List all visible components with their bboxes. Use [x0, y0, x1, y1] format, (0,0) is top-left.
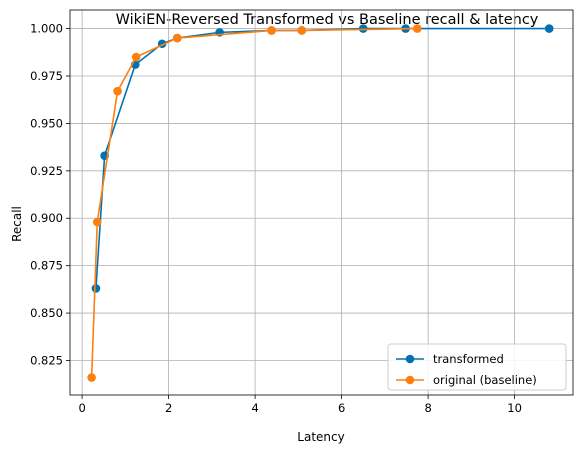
- x-tick-label: 10: [507, 401, 522, 415]
- data-point: [92, 217, 102, 227]
- x-tick-label: 0: [78, 401, 85, 415]
- data-point: [358, 24, 368, 33]
- y-tick-label: 0.950: [30, 116, 63, 130]
- x-tick-label: 6: [338, 401, 345, 415]
- legend-marker: [405, 354, 415, 364]
- x-tick-label: 4: [251, 401, 258, 415]
- y-tick-label: 0.850: [30, 306, 63, 320]
- plot-frame: [69, 9, 574, 396]
- y-tick-label: 0.975: [30, 69, 63, 83]
- series-line: [95, 27, 550, 289]
- y-tick-label: 1.000: [30, 22, 63, 36]
- series-transformed: [91, 24, 554, 293]
- legend-label: original (baseline): [433, 373, 537, 387]
- data-point: [544, 24, 554, 33]
- data-point: [172, 33, 182, 43]
- y-tick-label: 0.875: [30, 259, 63, 273]
- chart-title: WikiEN-Reversed Transformed vs Baseline …: [116, 12, 539, 28]
- x-tick-label: 2: [165, 401, 172, 415]
- y-axis-label: Recall: [10, 206, 24, 242]
- y-tick-label: 0.825: [30, 353, 63, 367]
- data-point: [91, 284, 101, 293]
- legend-marker: [405, 375, 415, 385]
- data-point: [412, 24, 422, 33]
- data-point: [113, 86, 122, 96]
- data-point: [297, 26, 307, 35]
- legend-box: [387, 343, 567, 391]
- x-axis: 0 2 4 6 8 10: [78, 395, 522, 415]
- y-tick-label: 0.900: [30, 211, 63, 225]
- y-axis: 0.825 0.850 0.875 0.900 0.925 0.950 0.975 1.000: [30, 22, 70, 367]
- x-axis-label: Latency: [297, 430, 344, 444]
- series-line: [90, 27, 418, 378]
- grid: [70, 10, 573, 395]
- x-tick-label: 8: [424, 401, 431, 415]
- series-layer: [87, 24, 554, 382]
- data-point: [87, 373, 96, 382]
- data-point: [131, 52, 141, 62]
- series-baseline: [87, 24, 422, 382]
- legend-label: transformed: [433, 352, 504, 366]
- data-point: [267, 26, 276, 35]
- legend: transformed original (baseline): [387, 343, 567, 391]
- y-tick-label: 0.925: [30, 164, 63, 178]
